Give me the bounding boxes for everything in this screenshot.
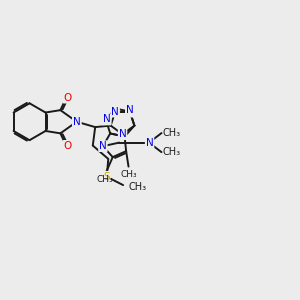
Text: CH₃: CH₃ (121, 169, 137, 178)
Text: N: N (119, 129, 126, 139)
Text: CH₃: CH₃ (128, 182, 147, 192)
Text: N: N (73, 117, 81, 127)
Text: CH₃: CH₃ (163, 128, 181, 138)
Text: N: N (103, 115, 111, 124)
Text: N: N (146, 138, 154, 148)
Text: O: O (64, 93, 72, 103)
Text: CH₃: CH₃ (163, 147, 181, 157)
Text: N: N (126, 105, 134, 116)
Text: O: O (64, 141, 72, 151)
Text: CH₃: CH₃ (96, 175, 113, 184)
Text: S: S (103, 172, 110, 182)
Text: N: N (73, 117, 81, 127)
Text: N: N (99, 141, 107, 151)
Text: N: N (126, 106, 134, 117)
Text: N: N (111, 106, 119, 117)
